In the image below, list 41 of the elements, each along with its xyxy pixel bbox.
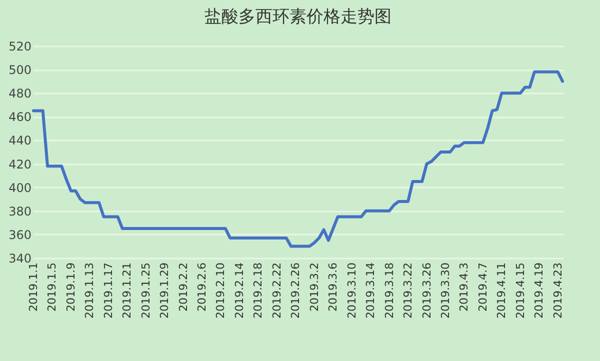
chart-title: 盐酸多西环素价格走势图 (204, 7, 392, 27)
x-tick-label: 2019.2.6 (196, 262, 209, 312)
x-tick-label: 2019.4.3 (458, 262, 471, 312)
x-tick-label: 2019.2.10 (214, 262, 228, 318)
y-tick-label: 440 (8, 134, 32, 148)
x-tick-label: 2019.3.30 (438, 262, 452, 318)
y-tick-label: 380 (8, 204, 32, 218)
x-tick-label: 2019.1.5 (46, 262, 59, 312)
x-tick-label: 2019.3.14 (364, 262, 378, 318)
x-tick-label: 2019.3.10 (345, 262, 358, 318)
x-tick-label: 2019.2.26 (289, 262, 302, 318)
x-tick-label: 2019.2.2 (176, 262, 190, 312)
x-tick-label: 2019.4.19 (532, 262, 546, 318)
y-tick-label: 520 (8, 40, 32, 54)
x-tick-label: 2019.1.17 (102, 262, 115, 318)
x-tick-label: 2019.3.26 (420, 262, 434, 318)
y-tick-label: 420 (8, 157, 32, 172)
x-tick-label: 2019.4.23 (551, 262, 564, 318)
x-tick-label: 2019.1.29 (158, 262, 172, 318)
x-tick-label: 2019.1.13 (83, 262, 96, 318)
y-tick-label: 400 (8, 180, 32, 195)
x-tick-label: 2019.1.9 (64, 262, 78, 312)
x-tick-label: 2019.2.18 (252, 262, 265, 318)
x-tick-label: 2019.3.6 (326, 262, 340, 312)
x-tick-label: 2019.1.21 (120, 262, 134, 318)
x-tick-label: 2019.3.18 (382, 262, 396, 318)
x-tick-label: 2019.2.22 (270, 262, 284, 318)
x-tick-label: 2019.3.2 (308, 262, 321, 312)
x-tick-label: 2019.1.25 (139, 262, 152, 318)
y-tick-label: 340 (8, 252, 32, 266)
line-series (32, 70, 564, 248)
x-tick-label: 2019.4.7 (476, 262, 490, 312)
x-tick-label: 2019.4.15 (514, 262, 527, 318)
y-tick-label: 460 (8, 110, 32, 124)
x-tick-label: 2019.4.11 (495, 262, 508, 318)
y-tick-label: 480 (8, 86, 32, 101)
x-tick-label: 2019.1.1 (26, 262, 40, 312)
x-tick-label: 2019.2.14 (232, 262, 246, 318)
y-tick-label: 360 (8, 228, 32, 242)
x-tick-label: 2019.3.22 (402, 262, 415, 318)
y-tick-label: 500 (8, 63, 32, 78)
